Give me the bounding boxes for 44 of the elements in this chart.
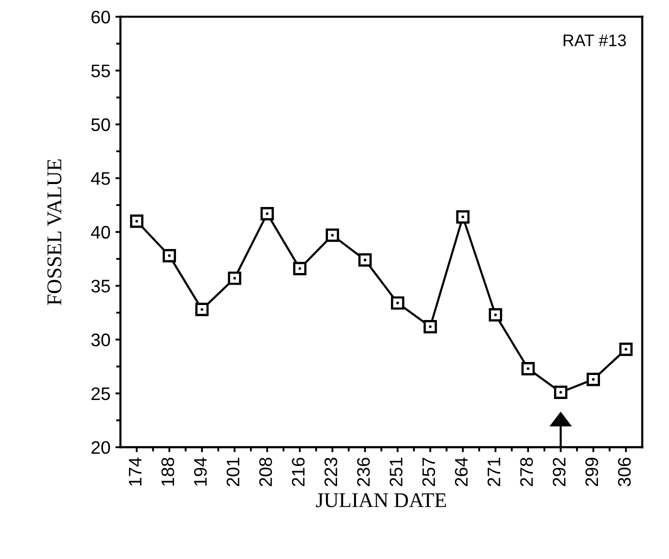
x-tick-label: 306: [618, 458, 631, 486]
x-tick-label: 257: [422, 458, 436, 486]
point: [456, 210, 470, 224]
x-tick-label: 174: [128, 457, 142, 486]
x-axis-title: JULIAN DATE: [316, 493, 446, 508]
x-tick-label: 236: [357, 458, 370, 486]
point: [358, 253, 372, 267]
x-tick-label: 194: [194, 457, 207, 486]
x-tick-label: 223: [324, 458, 338, 486]
point: [488, 308, 502, 322]
y-tick-label: 30: [91, 334, 110, 346]
x-tick-label: 216: [292, 458, 305, 486]
point: [260, 207, 274, 220]
annotation: RAT #13: [564, 34, 626, 46]
y-tick-label: 25: [92, 387, 110, 400]
point: [195, 302, 209, 316]
y-tick-label: 45: [91, 172, 110, 185]
x-tick-label: 251: [390, 458, 402, 486]
x-tick-label: 188: [161, 458, 174, 486]
x-tick-label: 299: [585, 458, 598, 486]
x-tick-label: 292: [552, 458, 566, 486]
x-tick-label: 271: [488, 458, 500, 486]
x-tick-label: 264: [454, 457, 468, 486]
y-tick-label: 40: [91, 226, 110, 239]
point: [130, 214, 144, 228]
point: [162, 248, 176, 262]
y-tick-label: 35: [91, 280, 110, 293]
y-axis-title: FOSSEL VALUE: [47, 159, 62, 305]
y-tick-label: 55: [91, 64, 110, 78]
x-tick-label: 278: [520, 458, 533, 486]
y-tick-label: 60: [92, 10, 110, 24]
y-tick-label: 50: [91, 118, 110, 132]
point: [619, 342, 633, 356]
x-tick-label: 201: [226, 458, 240, 486]
point: [424, 320, 437, 334]
point: [586, 372, 600, 386]
point: [326, 228, 340, 242]
point: [390, 296, 404, 310]
point: [521, 362, 535, 376]
point: [293, 262, 306, 276]
x-tick-label: 208: [259, 458, 272, 486]
point: [228, 272, 242, 285]
y-tick-label: 20: [92, 441, 110, 454]
point: [554, 386, 568, 399]
